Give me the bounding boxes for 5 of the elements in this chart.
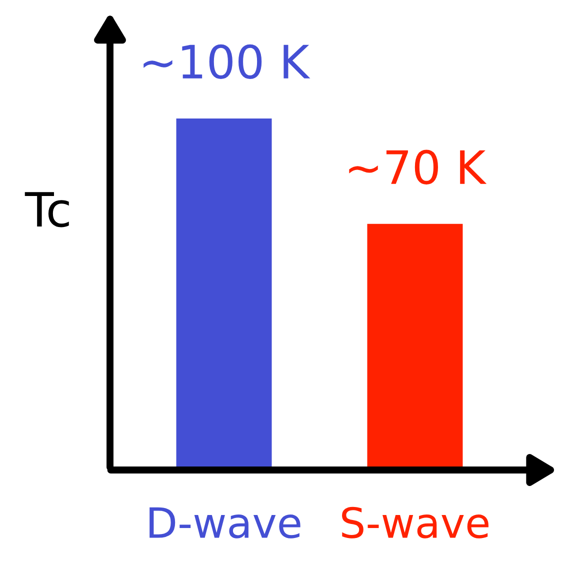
x-tick-label: S-wave [342, 506, 488, 538]
y-axis-title: Tc [24, 192, 69, 228]
data-label: ~70 K [349, 150, 487, 184]
x-tick-label: D-wave [150, 507, 300, 538]
data-label: ~100 K [144, 44, 310, 79]
